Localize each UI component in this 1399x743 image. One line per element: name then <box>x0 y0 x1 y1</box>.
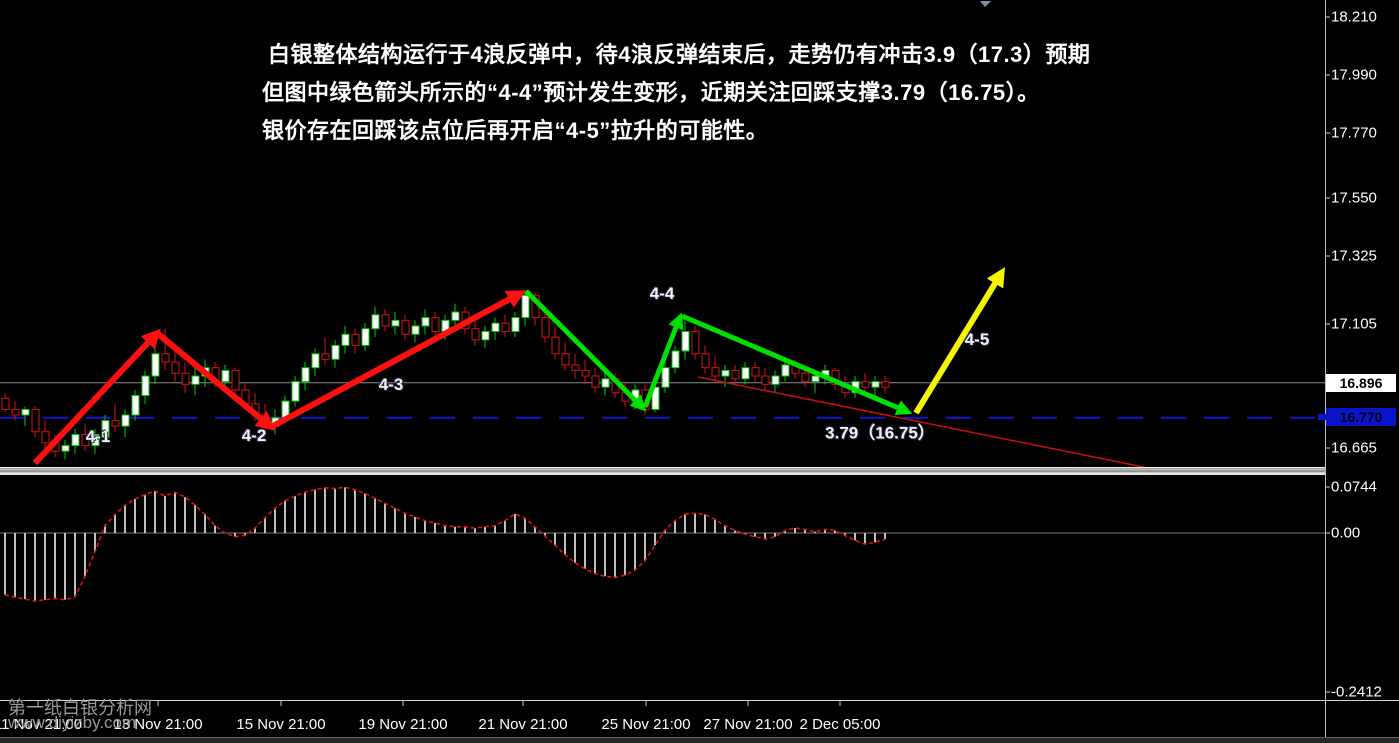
time-axis-border <box>0 700 1399 701</box>
wave-label: 4-5 <box>964 330 990 349</box>
time-axis-label: 21 Nov 21:00 <box>478 716 568 733</box>
indicator-axis-label: 0.00 <box>1331 524 1361 542</box>
time-axis-label: 2 Dec 05:00 <box>799 716 881 733</box>
wave-label: 4-2 <box>241 426 267 445</box>
wave-label: 3.79（16.75） <box>825 423 935 443</box>
annotation-line-1: 白银整体结构运行于4浪反弹中，待4浪反弹结束后，走势仍有冲击3.9（17.3）预… <box>268 42 1091 67</box>
support-line-notch <box>1318 414 1326 420</box>
price-axis-label: 17.325 <box>1331 247 1377 265</box>
time-axis-label: 19 Nov 21:00 <box>358 716 448 733</box>
wave-label: 4-1 <box>85 427 111 446</box>
wave-label: 4-4 <box>649 284 675 303</box>
panel-splitter[interactable] <box>0 467 1325 475</box>
current-price-tag: 16.896 <box>1326 374 1396 392</box>
price-axis-label: 17.770 <box>1331 124 1377 142</box>
annotation-line-2: 但图中绿色箭头所示的“4-4”预计发生变形，近期关注回踩支撑3.79（16.75… <box>262 80 1040 105</box>
time-axis-label: 27 Nov 21:00 <box>703 716 793 733</box>
indicator-axis-label: 0.0744 <box>1331 478 1377 496</box>
time-axis-label: 25 Nov 21:00 <box>601 716 691 733</box>
window-bottom-edge <box>0 737 1399 743</box>
time-axis-label: 13 Nov 21:00 <box>113 716 203 733</box>
wave-label: 4-3 <box>378 375 404 394</box>
price-axis-label: 17.105 <box>1331 315 1377 333</box>
watermark-site-url: www.diyizby.com <box>8 713 137 732</box>
price-axis[interactable] <box>1326 0 1399 700</box>
time-axis-label: 11 Nov 21:00 <box>0 716 83 733</box>
time-axis-label: 15 Nov 21:00 <box>236 716 326 733</box>
price-axis-label: 17.990 <box>1331 66 1377 84</box>
price-axis-label: 17.550 <box>1331 189 1377 207</box>
price-axis-label: 18.210 <box>1331 8 1377 26</box>
price-axis-border <box>1325 0 1326 737</box>
support-price-tag: 16.770 <box>1326 408 1396 426</box>
indicator-axis-label: -0.2412 <box>1331 683 1382 701</box>
price-axis-label: 16.665 <box>1331 439 1377 457</box>
watermark-site-name: 第一纸白银分析网 <box>8 698 152 718</box>
time-axis[interactable] <box>0 701 1399 736</box>
analysis-annotation: 白银整体结构运行于4浪反弹中，待4浪反弹结束后，走势仍有冲击3.9（17.3）预… <box>262 36 1090 150</box>
annotation-line-3: 银价存在回踩该点位后再开启“4-5”拉升的可能性。 <box>262 118 769 143</box>
